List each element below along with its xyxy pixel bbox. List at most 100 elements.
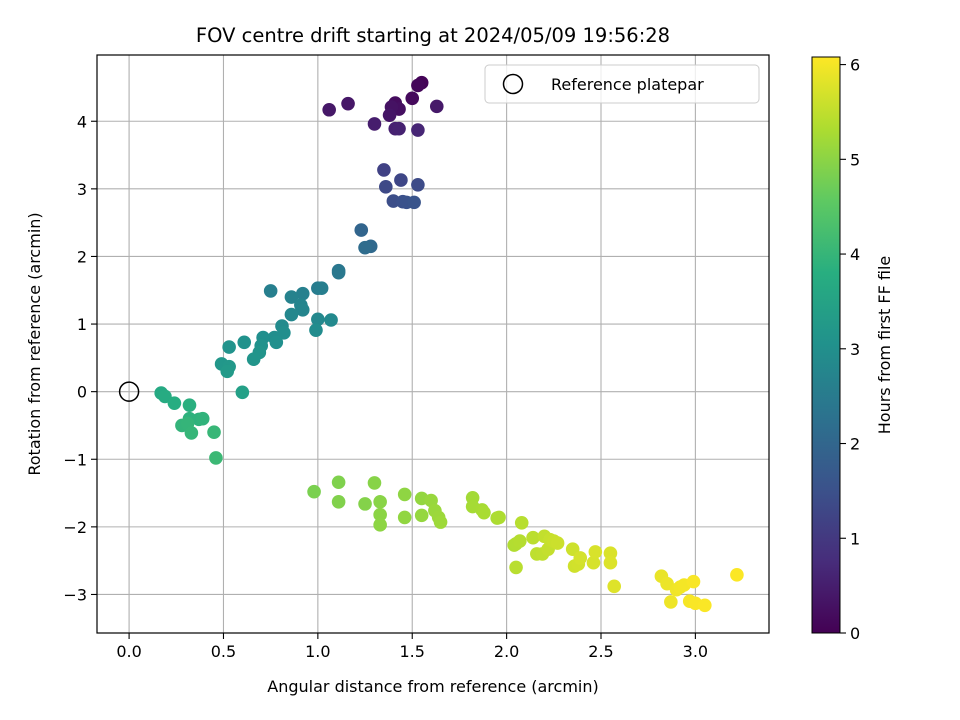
chart-title: FOV centre drift starting at 2024/05/09 … bbox=[196, 24, 670, 47]
data-point bbox=[195, 411, 210, 426]
data-point bbox=[414, 508, 429, 523]
data-point bbox=[607, 579, 622, 594]
data-point bbox=[373, 507, 387, 522]
data-point bbox=[269, 335, 284, 350]
x-tick-label: 0.5 bbox=[211, 642, 236, 661]
data-point bbox=[284, 307, 299, 322]
reference-marker bbox=[118, 381, 140, 402]
colorbar-tick-label: 1 bbox=[850, 529, 860, 548]
data-point bbox=[322, 102, 336, 117]
data-point bbox=[550, 536, 565, 550]
data-point bbox=[367, 117, 382, 131]
data-point bbox=[341, 96, 355, 111]
x-axis-ticks: 0.0 0.5 1.0 1.5 2.0 2.5 3.0 bbox=[116, 633, 708, 661]
data-point bbox=[377, 163, 391, 177]
data-point bbox=[222, 340, 236, 354]
data-point bbox=[603, 546, 618, 561]
data-point bbox=[220, 364, 235, 379]
data-point bbox=[397, 487, 412, 502]
x-tick-label: 2.5 bbox=[588, 642, 613, 661]
data-point bbox=[246, 352, 261, 367]
data-point bbox=[397, 510, 412, 525]
data-point bbox=[263, 284, 278, 298]
data-point bbox=[314, 281, 329, 296]
colorbar-ticks: 0 1 2 3 4 5 6 bbox=[840, 56, 860, 643]
data-point bbox=[309, 323, 323, 337]
data-point bbox=[209, 451, 223, 465]
data-point bbox=[664, 595, 678, 609]
data-point bbox=[358, 240, 372, 255]
colorbar-tick-label: 6 bbox=[850, 56, 860, 75]
data-point bbox=[411, 78, 425, 93]
y-axis-ticks: −3 −2 −1 0 1 2 3 4 bbox=[63, 112, 97, 604]
data-point bbox=[311, 312, 325, 327]
data-point bbox=[492, 510, 506, 525]
data-point bbox=[379, 180, 393, 194]
colorbar-gradient bbox=[811, 56, 841, 634]
data-point bbox=[331, 265, 346, 280]
data-point bbox=[307, 484, 321, 499]
data-point bbox=[565, 542, 580, 556]
data-point bbox=[411, 123, 425, 137]
data-point bbox=[509, 560, 523, 575]
data-point bbox=[184, 426, 199, 440]
data-point bbox=[686, 574, 701, 589]
data-point bbox=[526, 530, 540, 545]
data-point bbox=[373, 495, 387, 509]
y-tick-label: −1 bbox=[63, 450, 87, 469]
x-tick-label: 3.0 bbox=[683, 642, 708, 661]
y-tick-label: −2 bbox=[63, 518, 87, 537]
data-point bbox=[158, 389, 172, 404]
data-point bbox=[182, 398, 197, 412]
data-point bbox=[477, 505, 491, 520]
data-point bbox=[573, 551, 588, 565]
data-point bbox=[433, 515, 448, 529]
data-point bbox=[235, 385, 250, 400]
data-point bbox=[514, 516, 529, 530]
colorbar-tick-label: 3 bbox=[850, 340, 860, 359]
y-tick-label: 1 bbox=[77, 315, 87, 334]
data-point bbox=[331, 475, 346, 490]
y-tick-label: 3 bbox=[77, 180, 87, 199]
colorbar: 0 1 2 3 4 5 6 Hours from first FF file bbox=[811, 56, 894, 643]
data-point bbox=[586, 555, 601, 570]
data-point bbox=[394, 173, 408, 187]
legend-box bbox=[484, 64, 760, 104]
data-point bbox=[331, 495, 346, 509]
data-point bbox=[411, 177, 425, 192]
y-axis-label: Rotation from reference (arcmin) bbox=[25, 212, 44, 475]
data-point bbox=[284, 290, 299, 304]
data-point bbox=[358, 497, 372, 511]
data-point bbox=[407, 195, 421, 210]
y-tick-label: −3 bbox=[63, 585, 87, 604]
x-tick-label: 0.0 bbox=[116, 642, 141, 661]
data-point bbox=[237, 335, 252, 350]
reference-point bbox=[118, 381, 140, 402]
data-points bbox=[154, 75, 744, 613]
data-point bbox=[324, 313, 338, 327]
colorbar-label: Hours from first FF file bbox=[875, 256, 894, 435]
data-point bbox=[730, 568, 744, 582]
data-point bbox=[295, 286, 310, 301]
y-tick-label: 4 bbox=[77, 112, 87, 131]
x-tick-label: 1.0 bbox=[305, 642, 330, 661]
legend-label: Reference platepar bbox=[551, 75, 704, 94]
data-point bbox=[588, 545, 603, 559]
data-point bbox=[373, 518, 387, 532]
y-tick-label: 0 bbox=[77, 383, 87, 402]
colorbar-tick-label: 2 bbox=[850, 435, 860, 454]
data-point bbox=[603, 555, 618, 570]
data-point bbox=[698, 598, 712, 613]
x-tick-label: 1.5 bbox=[400, 642, 425, 661]
data-point bbox=[295, 303, 310, 317]
data-point bbox=[392, 121, 406, 136]
data-point bbox=[429, 99, 444, 114]
legend: Reference platepar bbox=[484, 64, 760, 104]
x-tick-label: 2.0 bbox=[494, 642, 519, 661]
data-point bbox=[405, 91, 420, 106]
data-point bbox=[167, 396, 182, 410]
data-point bbox=[367, 476, 382, 490]
colorbar-tick-label: 4 bbox=[850, 245, 860, 264]
x-axis-label: Angular distance from reference (arcmin) bbox=[267, 677, 598, 696]
